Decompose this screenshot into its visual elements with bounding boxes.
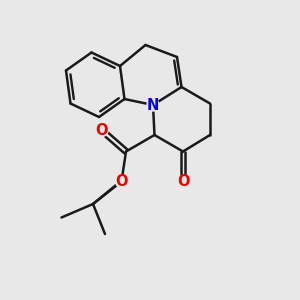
Circle shape: [116, 176, 128, 188]
Circle shape: [177, 176, 189, 188]
Circle shape: [147, 99, 159, 111]
Text: O: O: [96, 123, 108, 138]
Text: O: O: [115, 174, 128, 189]
Text: N: N: [147, 98, 159, 112]
Circle shape: [96, 124, 108, 136]
Text: O: O: [177, 174, 189, 189]
